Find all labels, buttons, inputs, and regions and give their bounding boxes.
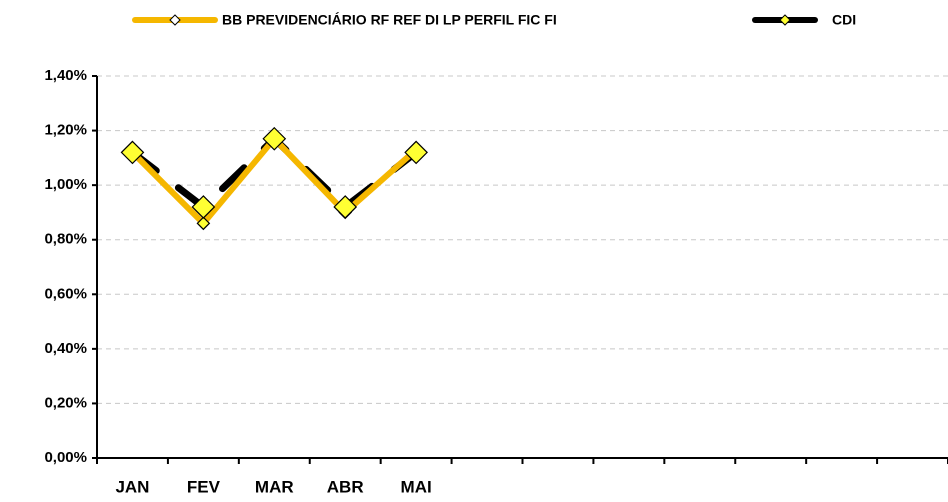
y-tick-label: 1,00% — [44, 176, 87, 193]
y-tick-label: 0,00% — [44, 449, 87, 466]
marker — [333, 195, 358, 219]
x-tick-label: MAR — [255, 477, 294, 496]
x-tick-label: ABR — [327, 477, 364, 496]
x-tick-label: JAN — [115, 477, 149, 496]
legend-marker — [779, 14, 791, 26]
legend-label: CDI — [832, 12, 856, 28]
x-tick-label: FEV — [187, 477, 221, 496]
y-tick-label: 1,20% — [44, 122, 87, 139]
y-tick-label: 0,40% — [44, 340, 87, 357]
marker — [120, 140, 145, 165]
legend-marker — [169, 14, 181, 26]
y-tick-label: 0,60% — [44, 285, 87, 302]
marker — [191, 195, 216, 219]
x-tick-label: MAI — [401, 477, 432, 496]
marker — [262, 126, 287, 151]
y-tick-label: 0,80% — [44, 231, 87, 248]
y-tick-label: 0,20% — [44, 394, 87, 411]
marker — [404, 140, 428, 165]
marker — [196, 216, 211, 231]
legend-label: BB PREVIDENCIÁRIO RF REF DI LP PERFIL FI… — [222, 12, 557, 28]
series-line — [130, 135, 419, 227]
y-tick-label: 1,40% — [44, 67, 87, 84]
